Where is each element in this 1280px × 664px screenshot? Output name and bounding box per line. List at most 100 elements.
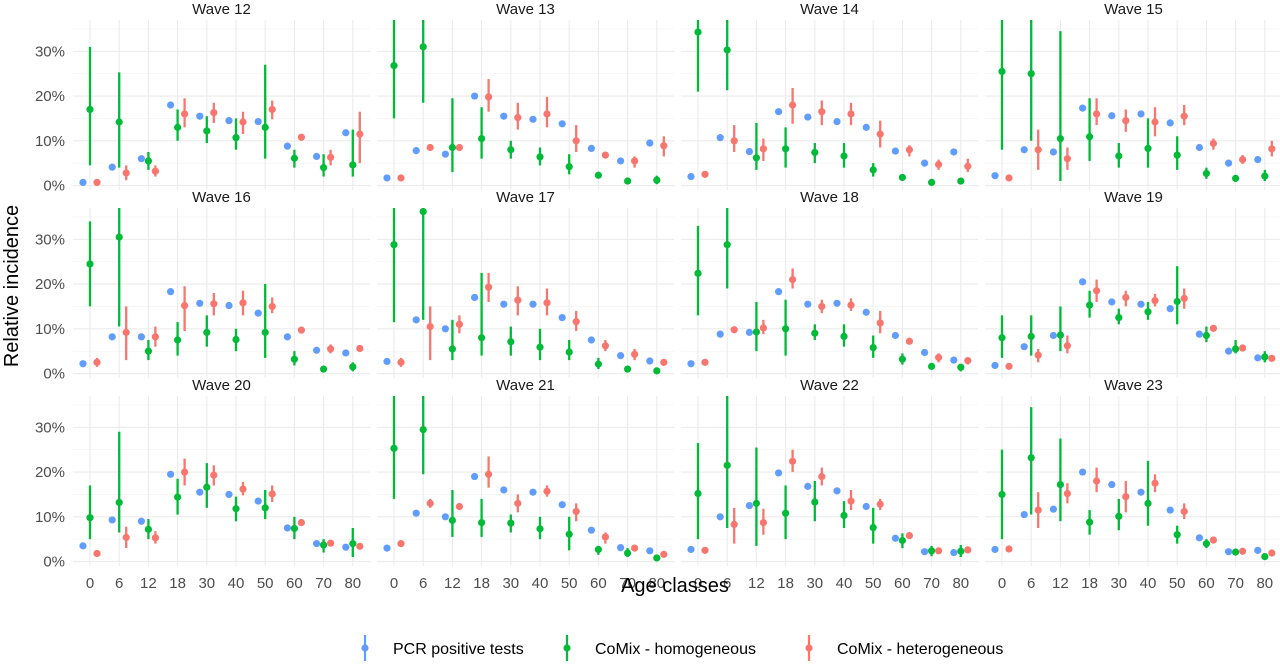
hom-point — [261, 504, 269, 512]
hom-point — [144, 347, 152, 355]
hom-point — [811, 498, 819, 506]
hom-point — [1144, 499, 1152, 507]
pcr-point — [745, 147, 753, 156]
pcr-point — [775, 469, 783, 477]
het-point — [601, 533, 609, 541]
panel-background — [73, 208, 370, 378]
pcr-point — [833, 487, 841, 495]
legend-label: CoMix - homogeneous — [595, 641, 756, 658]
het-point — [905, 531, 913, 540]
panel-background — [377, 208, 674, 378]
het-point — [455, 143, 463, 152]
panel-wave-19: Wave 19 — [985, 189, 1280, 378]
pcr-point — [108, 516, 116, 524]
hom-point — [1056, 134, 1064, 143]
pcr-point — [716, 330, 724, 338]
pcr-point — [745, 328, 753, 336]
x-tick-label: 50 — [561, 575, 578, 592]
y-tick-label: 10% — [35, 509, 65, 526]
hom-point — [957, 177, 965, 185]
pcr-point — [313, 540, 321, 548]
het-point — [514, 499, 522, 507]
het-point — [935, 160, 943, 169]
panel-title: Wave 21 — [496, 377, 555, 394]
x-tick-label: 50 — [865, 575, 882, 592]
het-point — [905, 146, 913, 154]
hom-point — [536, 525, 544, 533]
pcr-point — [558, 120, 566, 128]
x-tick-label: 40 — [228, 575, 245, 592]
hom-point — [782, 509, 790, 517]
hom-point — [1202, 331, 1210, 340]
het-point — [1093, 477, 1101, 485]
het-point — [1239, 547, 1247, 555]
pcr-point — [79, 178, 87, 186]
pcr-point — [891, 534, 899, 542]
hom-point — [349, 161, 357, 169]
het-point — [935, 353, 943, 362]
x-tick-label: 6 — [115, 575, 123, 592]
pcr-point — [1166, 506, 1174, 514]
pcr-point — [991, 361, 999, 370]
y-tick-label: 20% — [35, 276, 65, 293]
hom-point — [1056, 331, 1064, 339]
het-point — [818, 302, 826, 311]
legend-key-point — [361, 644, 369, 652]
het-point — [455, 320, 463, 328]
het-point — [485, 283, 493, 291]
het-point — [1093, 287, 1101, 295]
pcr-point — [254, 309, 262, 317]
hom-point — [782, 325, 790, 333]
het-point — [485, 93, 493, 101]
pcr-point — [342, 543, 350, 551]
hom-point — [115, 118, 123, 126]
hom-point — [840, 152, 848, 160]
panel-title: Wave 17 — [496, 189, 555, 206]
pcr-point — [500, 300, 508, 308]
hom-point — [1144, 308, 1152, 316]
hom-point — [998, 334, 1006, 342]
het-point — [426, 499, 434, 507]
hom-point — [174, 493, 182, 501]
het-point — [210, 300, 218, 308]
het-point — [268, 490, 276, 498]
y-tick-label: 30% — [35, 231, 65, 248]
hom-point — [752, 154, 760, 162]
pcr-point — [1049, 505, 1057, 513]
het-point — [847, 497, 855, 505]
pcr-point — [617, 157, 625, 165]
het-point — [181, 468, 189, 476]
hom-point — [507, 146, 515, 154]
pcr-point — [254, 497, 262, 505]
hom-point — [1202, 540, 1210, 548]
panel-background — [73, 396, 370, 566]
het-point — [1151, 479, 1159, 487]
het-point — [327, 153, 335, 161]
x-tick-label: 40 — [1140, 575, 1157, 592]
x-tick-label: 60 — [590, 575, 607, 592]
pcr-point — [137, 517, 145, 525]
x-tick-label: 70 — [619, 575, 636, 592]
legend-item-2: CoMix - homogeneous — [563, 635, 756, 661]
hom-point — [1086, 518, 1094, 526]
x-tick-label: 12 — [748, 575, 765, 592]
hom-point — [1086, 133, 1094, 141]
pcr-point — [804, 113, 812, 121]
het-point — [426, 143, 434, 152]
pcr-point — [225, 301, 233, 310]
pcr-point — [167, 470, 175, 478]
pcr-point — [991, 545, 999, 554]
het-point — [1151, 118, 1159, 126]
y-tick-label: 0% — [43, 366, 65, 383]
legend-key-point — [805, 644, 813, 652]
pcr-point — [687, 360, 695, 368]
het-point — [397, 174, 405, 182]
het-point — [327, 345, 335, 353]
pcr-point — [167, 101, 175, 109]
pcr-point — [342, 349, 350, 357]
hom-point — [565, 530, 573, 538]
pcr-point — [313, 346, 321, 354]
het-point — [93, 358, 101, 366]
het-point — [631, 350, 639, 358]
pcr-point — [283, 142, 291, 150]
